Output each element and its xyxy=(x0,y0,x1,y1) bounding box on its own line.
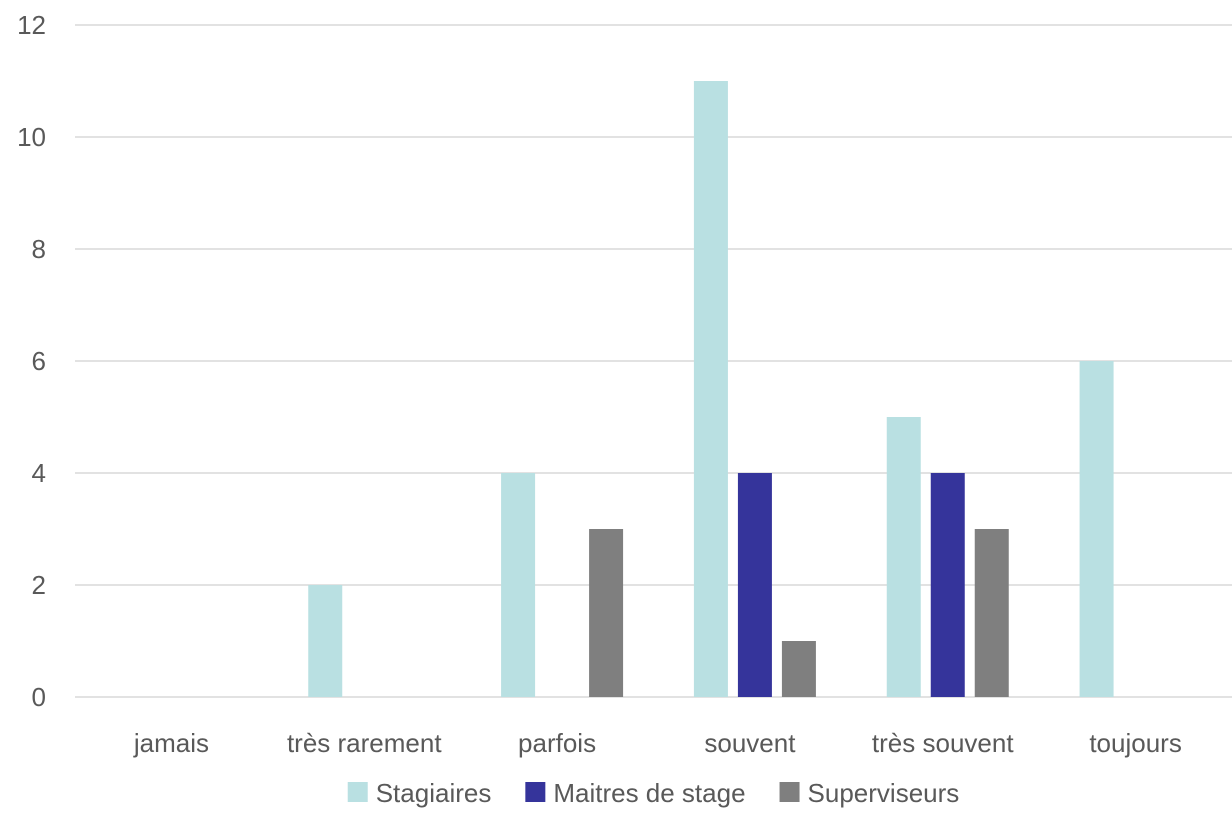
legend: Stagiaires Maitres de stage Superviseurs xyxy=(347,778,960,808)
bar-superviseurs-3 xyxy=(781,641,816,697)
legend-swatch xyxy=(525,782,546,802)
bar-maitres-de-stage-4 xyxy=(930,473,965,697)
bar-stagiaires-4 xyxy=(886,417,921,697)
x-axis-ticks: jamais très rarement parfois souvent très so… xyxy=(133,728,1182,758)
x-tick-label: très rarement xyxy=(287,728,442,758)
y-tick-label: 4 xyxy=(32,458,46,488)
x-tick-label: toujours xyxy=(1089,728,1182,758)
bar-stagiaires-3 xyxy=(693,81,728,697)
bars xyxy=(308,81,1114,697)
gridlines xyxy=(75,24,1232,698)
legend-label: Stagiaires xyxy=(376,778,492,808)
bar-superviseurs-4 xyxy=(974,529,1009,697)
legend-swatch xyxy=(347,782,368,802)
x-tick-label: très souvent xyxy=(872,728,1014,758)
x-tick-label: parfois xyxy=(518,728,596,758)
bar-maitres-de-stage-3 xyxy=(737,473,772,697)
y-tick-label: 12 xyxy=(17,10,46,40)
y-tick-label: 8 xyxy=(32,234,46,264)
bar-stagiaires-2 xyxy=(501,473,536,697)
y-tick-label: 10 xyxy=(17,122,46,152)
bar-superviseurs-2 xyxy=(589,529,624,697)
legend-label: Superviseurs xyxy=(808,778,960,808)
y-tick-label: 6 xyxy=(32,346,46,376)
y-tick-label: 0 xyxy=(32,682,46,712)
legend-label: Maitres de stage xyxy=(553,778,745,808)
bar-stagiaires-5 xyxy=(1079,361,1114,697)
x-tick-label: jamais xyxy=(133,728,209,758)
y-tick-label: 2 xyxy=(32,570,46,600)
y-axis-ticks: 0 2 4 6 8 10 12 xyxy=(17,10,46,712)
legend-swatch xyxy=(779,782,800,802)
x-tick-label: souvent xyxy=(704,728,796,758)
bar-stagiaires-1 xyxy=(308,585,343,697)
